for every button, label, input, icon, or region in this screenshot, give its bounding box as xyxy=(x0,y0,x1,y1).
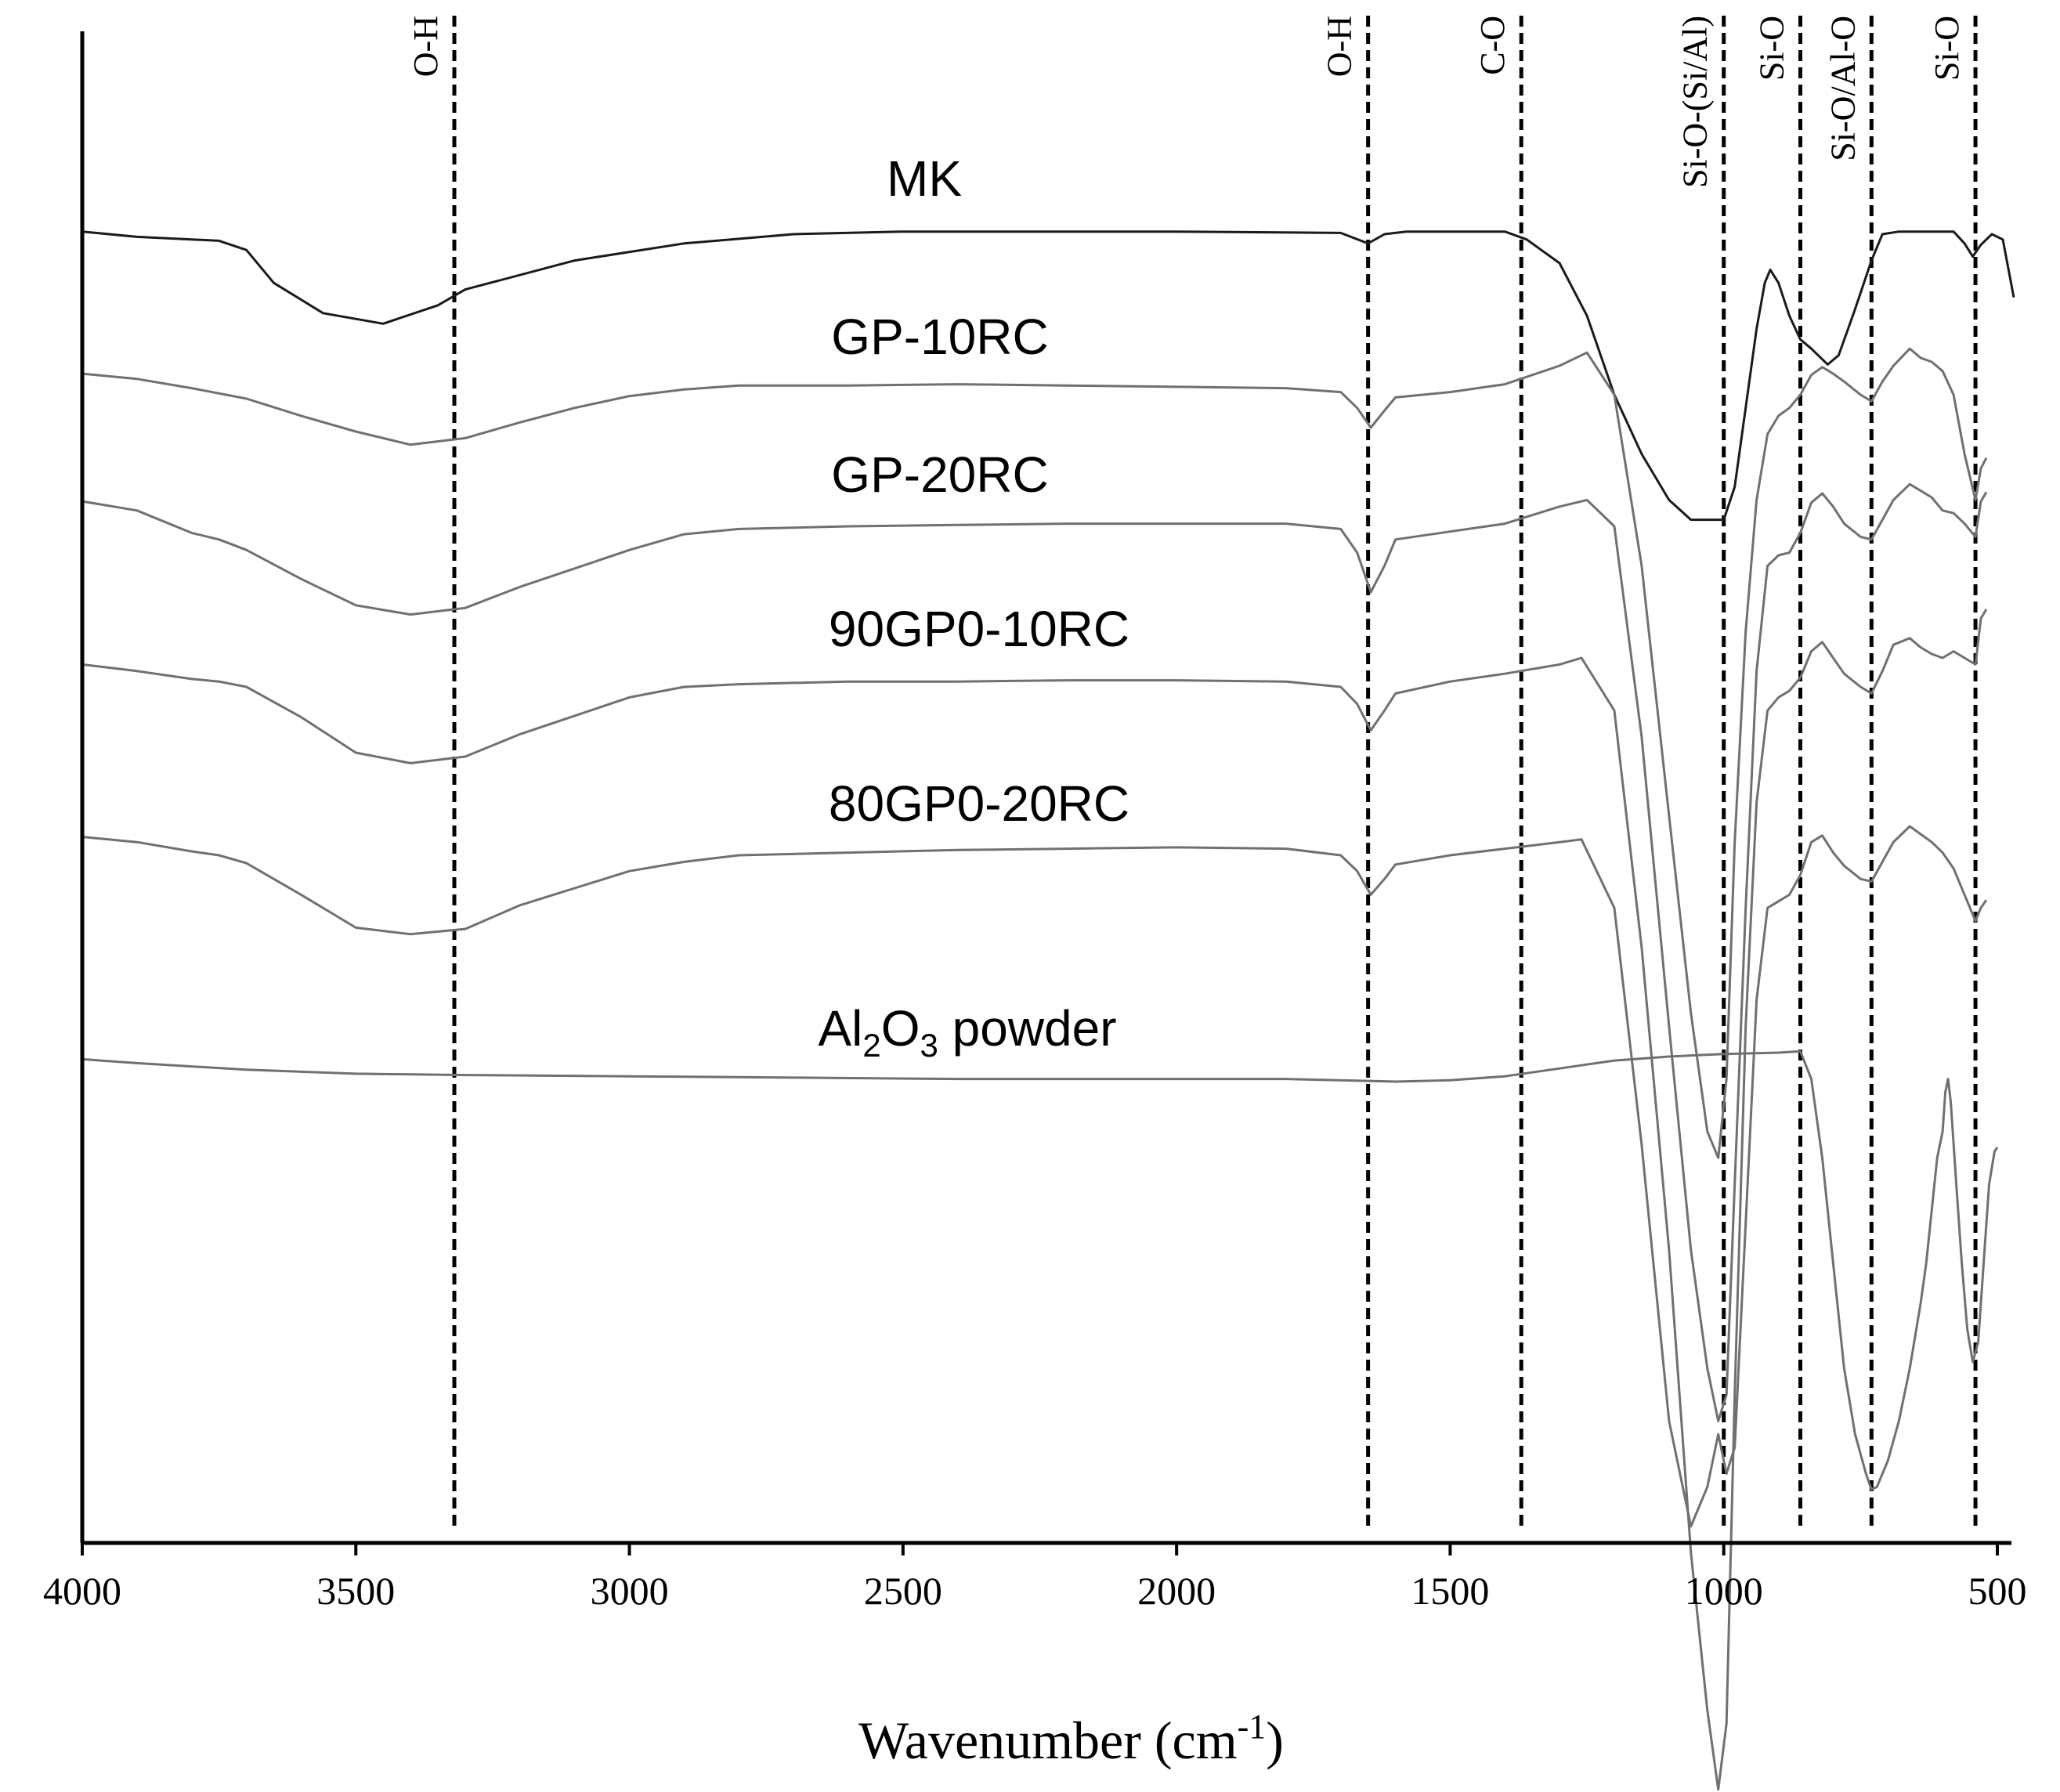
x-tick-label: 2000 xyxy=(1137,1569,1216,1613)
series-line-al2o3-powder xyxy=(81,1050,1999,1491)
x-tick-label: 1000 xyxy=(1685,1569,1763,1613)
axes: 4000 3500 3000 2500 2000 1500 1000 500 Wavenumbe… xyxy=(43,31,2027,1770)
labels: O-H O-H C-O Si-O-(Si/Al) Si-O Si-O/Al-O Si-O MK… xyxy=(407,16,1966,1064)
plot-area xyxy=(81,16,2015,1791)
series-line-80gp0-20rc xyxy=(81,825,1988,1528)
series-label: 90GP0-10RC xyxy=(829,601,1129,657)
series-line-gp-10rc xyxy=(81,347,1988,1159)
x-axis-label: Wavenumber (cm-1) xyxy=(858,1707,1284,1770)
x-tick-label: 4000 xyxy=(43,1569,121,1613)
x-tick-label: 500 xyxy=(1968,1569,2027,1613)
series-label: GP-20RC xyxy=(831,446,1048,503)
band-label: Si-O xyxy=(1928,16,1966,81)
x-tick-label: 3000 xyxy=(591,1569,669,1613)
band-label: C-O xyxy=(1473,16,1512,75)
band-label: Si-O xyxy=(1753,16,1791,81)
series-line-mk xyxy=(81,230,2015,522)
band-label: O-H xyxy=(1321,16,1359,77)
series-label: 80GP0-20RC xyxy=(829,775,1129,832)
series-label: MK xyxy=(887,150,962,207)
series-label: Al2O3 powder xyxy=(818,1000,1116,1064)
series-label: GP-10RC xyxy=(831,309,1048,365)
x-tick-label: 3500 xyxy=(316,1569,395,1613)
band-label: O-H xyxy=(407,16,445,77)
x-tick-label: 1500 xyxy=(1411,1569,1489,1613)
band-label: Si-O/Al-O xyxy=(1823,16,1862,161)
x-tick-label: 2500 xyxy=(864,1569,942,1613)
series-line-gp-20rc xyxy=(81,482,1988,1422)
band-label: Si-O-(Si/Al) xyxy=(1676,16,1715,188)
series-line-90gp0-10rc xyxy=(81,609,1988,1791)
